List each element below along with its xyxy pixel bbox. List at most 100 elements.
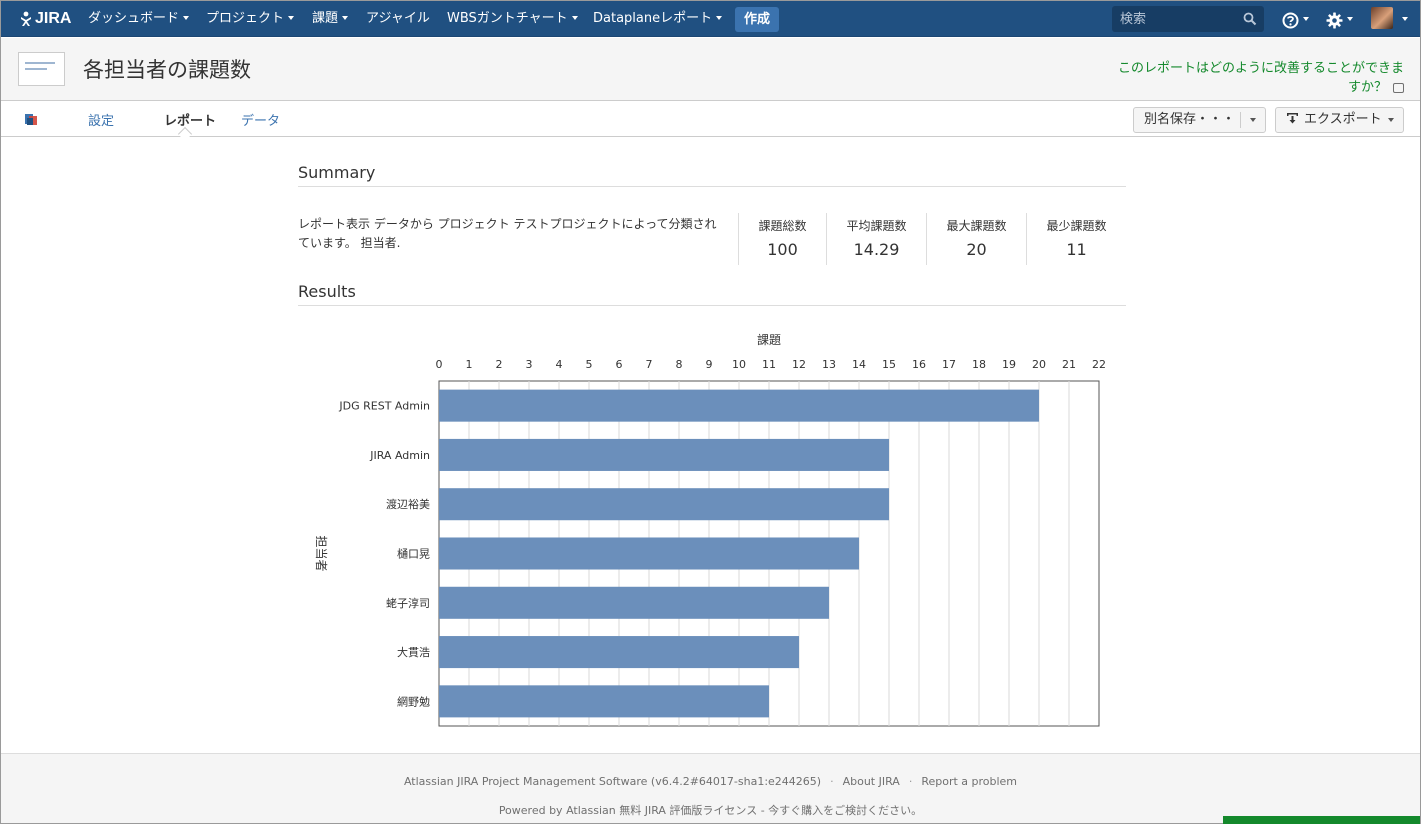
chevron-down-icon xyxy=(1388,118,1394,122)
x-tick-label: 20 xyxy=(1032,358,1046,371)
page-header: 各担当者の課題数 このレポートはどのように改善することができま すか？ xyxy=(1,38,1420,101)
x-tick-label: 8 xyxy=(676,358,683,371)
nav-projects[interactable]: プロジェクト xyxy=(206,1,295,37)
x-tick-label: 14 xyxy=(852,358,866,371)
stat-max-issues: 最大課題数 20 xyxy=(926,213,1026,265)
search-input[interactable] xyxy=(1112,6,1242,32)
x-tick-label: 22 xyxy=(1092,358,1106,371)
nav-wbs-gantt-label: WBSガントチャート xyxy=(447,11,568,26)
x-axis-title: 課題 xyxy=(757,332,781,347)
help-icon xyxy=(1282,12,1299,28)
nav-issues-label: 課題 xyxy=(312,11,339,26)
dataplane-logo-icon xyxy=(25,114,37,125)
footer-software-version: Atlassian JIRA Project Management Softwa… xyxy=(403,775,822,788)
stat-label: 最少課題数 xyxy=(1046,219,1107,233)
chevron-down-icon xyxy=(342,15,349,20)
x-tick-label: 0 xyxy=(436,358,443,371)
x-tick-label: 17 xyxy=(942,358,956,371)
feedback-line-2: すか？ xyxy=(1347,80,1387,95)
stat-label: 課題総数 xyxy=(758,219,807,233)
x-tick-label: 19 xyxy=(1002,358,1016,371)
x-tick-label: 18 xyxy=(972,358,986,371)
bar-1 xyxy=(439,389,1039,422)
category-label: 渡辺裕美 xyxy=(386,497,430,511)
jira-logo-text: JIRA xyxy=(35,10,72,27)
stat-value: 14.29 xyxy=(853,240,900,259)
feedback-link[interactable]: このレポートはどのように改善することができま すか？ xyxy=(1104,59,1404,97)
nav-dataplane-reports-label: Dataplaneレポート xyxy=(593,11,713,26)
bar-6 xyxy=(439,636,799,669)
footer-license-notice: Powered by Atlassian 無料 JIRA 評価版ライセンス - … xyxy=(498,804,923,817)
jira-logo[interactable]: JIRA xyxy=(19,9,71,29)
stat-label: 平均課題数 xyxy=(846,219,907,233)
chevron-down-icon[interactable] xyxy=(1250,118,1256,122)
report-problem-link[interactable]: Report a problem xyxy=(921,775,1018,788)
comment-icon xyxy=(1393,82,1404,93)
category-label: JDG REST Admin xyxy=(338,400,430,413)
export-button[interactable]: エクスポート xyxy=(1275,107,1404,133)
admin-menu[interactable] xyxy=(1326,10,1354,30)
stat-label: 最大課題数 xyxy=(946,219,1007,233)
jira-logo-icon xyxy=(21,11,31,26)
save-as-button[interactable]: 別名保存・・・ xyxy=(1133,107,1266,133)
x-tick-label: 12 xyxy=(792,358,806,371)
category-label: 蛯子淳司 xyxy=(386,596,430,610)
nav-dashboard[interactable]: ダッシュボード xyxy=(88,1,190,37)
x-tick-label: 5 xyxy=(586,358,593,371)
footer: Atlassian JIRA Project Management Softwa… xyxy=(1,753,1420,823)
nav-issues[interactable]: 課題 xyxy=(312,1,349,37)
footer-links: Atlassian JIRA Project Management Softwa… xyxy=(403,775,1018,788)
save-as-label: 別名保存・・・ xyxy=(1144,112,1236,127)
y-axis-title: 担当者 xyxy=(314,535,328,571)
bar-2 xyxy=(439,438,889,471)
bar-3 xyxy=(439,488,889,521)
nav-wbs-gantt[interactable]: WBSガントチャート xyxy=(447,1,578,37)
about-jira-link[interactable]: About JIRA xyxy=(842,775,900,788)
x-tick-label: 13 xyxy=(822,358,836,371)
report-tab-bar: 設定 レポート データ 別名保存・・・ エクスポート xyxy=(1,102,1420,142)
summary-description: レポート表示 データから プロジェクト テストプロジェクトによって分類されていま… xyxy=(298,217,717,250)
category-label: 網野勉 xyxy=(397,694,430,708)
summary-heading: Summary xyxy=(298,163,1126,187)
active-tab-pointer xyxy=(177,126,193,142)
search-box xyxy=(1112,6,1264,32)
results-heading: Results xyxy=(298,282,1126,306)
tab-data[interactable]: データ xyxy=(241,114,281,129)
stat-value: 100 xyxy=(767,240,798,259)
tab-report[interactable]: レポート xyxy=(164,114,217,129)
stat-average-issues: 平均課題数 14.29 xyxy=(826,213,926,265)
x-tick-label: 15 xyxy=(882,358,896,371)
chevron-down-icon[interactable] xyxy=(1402,17,1408,21)
nav-agile[interactable]: アジャイル xyxy=(366,1,430,37)
category-label: 大貫浩 xyxy=(397,645,430,659)
issues-per-assignee-chart: 0 1 2 3 4 5 6 7 8 9 10 11 12 13 14 15 16 17 18 19 20 21 22課題担当… xyxy=(314,332,1106,727)
bar-5 xyxy=(439,586,829,619)
stat-value: 11 xyxy=(1066,240,1087,259)
nav-dataplane-reports[interactable]: Dataplaneレポート xyxy=(593,1,723,37)
x-tick-label: 6 xyxy=(616,358,623,371)
x-tick-label: 2 xyxy=(496,358,503,371)
create-button[interactable]: 作成 xyxy=(735,7,779,32)
x-tick-label: 3 xyxy=(526,358,533,371)
stat-value: 20 xyxy=(966,240,987,259)
search-icon[interactable] xyxy=(1243,12,1257,26)
bar-4 xyxy=(439,537,859,570)
status-strip xyxy=(1223,816,1420,824)
x-tick-label: 11 xyxy=(762,358,776,371)
x-tick-label: 7 xyxy=(646,358,653,371)
tab-settings[interactable]: 設定 xyxy=(88,114,115,129)
chevron-down-icon xyxy=(183,15,190,20)
help-menu[interactable] xyxy=(1282,10,1310,30)
nav-projects-label: プロジェクト xyxy=(206,11,285,26)
stat-total-issues: 課題総数 100 xyxy=(738,213,826,265)
x-tick-label: 1 xyxy=(466,358,473,371)
download-icon xyxy=(1287,113,1298,124)
x-tick-label: 4 xyxy=(556,358,563,371)
x-tick-label: 16 xyxy=(912,358,926,371)
page-title: 各担当者の課題数 xyxy=(83,58,251,82)
stat-min-issues: 最少課題数 11 xyxy=(1026,213,1126,265)
x-tick-label: 21 xyxy=(1062,358,1076,371)
user-avatar[interactable] xyxy=(1371,7,1393,29)
report-thumbnail xyxy=(18,52,65,86)
chevron-down-icon xyxy=(716,15,723,20)
